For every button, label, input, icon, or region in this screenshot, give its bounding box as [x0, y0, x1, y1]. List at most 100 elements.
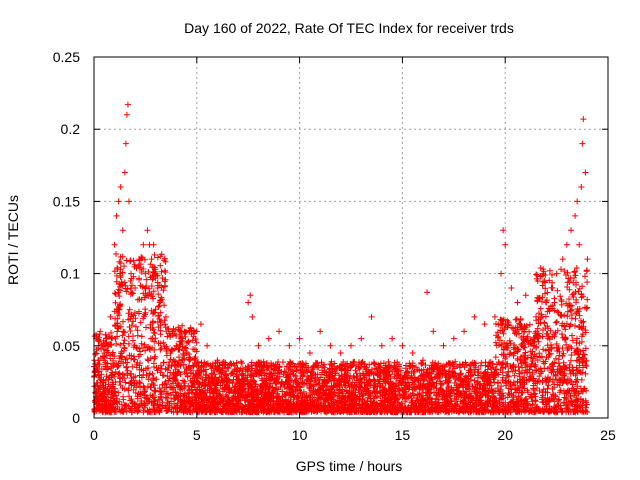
data-point-0-24 — [148, 256, 155, 263]
data-point-0-51 — [337, 350, 344, 357]
data-point-0-49 — [317, 328, 324, 335]
x-axis-ticks: 0 5 10 15 20 25 — [90, 57, 616, 443]
plot-frame — [93, 56, 609, 419]
data-point-0-1 — [95, 357, 102, 364]
data-point-0-69 — [500, 227, 507, 234]
data-point-0-12 — [121, 169, 128, 176]
data-point-0-2 — [97, 328, 104, 335]
data-point-0-76 — [549, 285, 556, 292]
data-point-0-83 — [576, 241, 583, 248]
data-point-0-60 — [424, 289, 431, 296]
data-point-0-41 — [247, 292, 254, 299]
data-point-0-28 — [156, 299, 163, 306]
x-tick-label-1: 5 — [193, 427, 201, 443]
data-point-0-71 — [508, 285, 515, 292]
x-tick-label-5: 25 — [600, 427, 616, 443]
y-tick-label-0: 0 — [72, 410, 80, 426]
data-point-0-70 — [502, 241, 509, 248]
y-tick-label-5: 0.25 — [53, 49, 80, 65]
x-tick-label-4: 20 — [497, 427, 513, 443]
chart-title: Day 160 of 2022, Rate Of TEC Index for r… — [184, 20, 514, 36]
data-point-0-21 — [142, 270, 149, 277]
data-point-0-8 — [113, 212, 120, 219]
data-point-0-22 — [144, 227, 151, 234]
data-point-0-9 — [115, 198, 122, 205]
data-point-0-6 — [107, 313, 114, 320]
data-point-0-45 — [276, 328, 283, 335]
data-point-0-35 — [197, 321, 204, 328]
data-point-0-47 — [296, 335, 303, 342]
data-points — [93, 101, 591, 378]
data-point-0-52 — [348, 342, 354, 349]
data-point-0-82 — [574, 198, 581, 205]
data-point-0-36 — [204, 342, 211, 349]
data-point-0-19 — [136, 256, 143, 263]
y-tick-label-3: 0.15 — [53, 193, 80, 209]
background-scatter-cloud — [91, 251, 591, 416]
data-point-0-20 — [140, 241, 147, 248]
data-point-0-58 — [409, 350, 416, 357]
data-point-0-31 — [173, 342, 180, 349]
data-point-0-13 — [122, 140, 129, 147]
data-point-0-14 — [123, 111, 130, 118]
data-point-0-3 — [99, 342, 106, 349]
data-point-0-78 — [559, 256, 566, 263]
data-point-0-17 — [128, 270, 135, 277]
data-point-0-81 — [572, 212, 579, 219]
data-point-0-79 — [563, 241, 570, 248]
y-tick-label-4: 0.2 — [61, 121, 81, 137]
data-point-0-74 — [533, 313, 540, 320]
data-point-0-27 — [154, 285, 161, 292]
data-point-0-67 — [491, 313, 498, 320]
data-point-0-39 — [234, 371, 241, 378]
data-point-0-72 — [514, 299, 521, 306]
data-point-0-73 — [522, 292, 529, 299]
data-point-0-61 — [430, 328, 437, 335]
data-point-0-37 — [214, 357, 221, 364]
y-tick-label-1: 0.05 — [53, 338, 80, 354]
data-point-0-77 — [553, 270, 560, 277]
data-point-0-86 — [580, 116, 587, 123]
data-point-0-59 — [419, 357, 426, 364]
data-point-0-56 — [389, 335, 396, 342]
x-axis-label: GPS time / hours — [296, 458, 403, 474]
data-point-0-62 — [440, 342, 447, 349]
data-point-0-16 — [125, 198, 132, 205]
y-axis-ticks: 0 0.05 0.1 0.15 0.2 0.25 — [53, 49, 608, 426]
data-point-0-64 — [461, 328, 468, 335]
data-point-0-18 — [132, 285, 139, 292]
x-tick-label-3: 15 — [395, 427, 411, 443]
data-point-0-34 — [193, 328, 200, 335]
data-point-0-80 — [567, 227, 574, 234]
data-point-0-57 — [399, 342, 406, 349]
data-point-0-54 — [368, 313, 375, 320]
scatter-cloud-markers — [91, 251, 591, 416]
grid-lines — [94, 57, 608, 418]
data-point-0-40 — [245, 299, 252, 306]
data-point-0-15 — [124, 101, 131, 108]
data-point-0-43 — [255, 342, 262, 349]
data-point-0-5 — [103, 335, 110, 342]
data-point-0-7 — [111, 241, 118, 248]
data-point-0-29 — [162, 313, 169, 320]
data-point-0-87 — [582, 169, 589, 176]
data-point-0-44 — [265, 335, 272, 342]
data-point-0-10 — [117, 183, 124, 190]
y-tick-label-2: 0.1 — [61, 266, 81, 282]
data-point-0-75 — [543, 299, 550, 306]
data-point-0-85 — [579, 140, 586, 147]
data-point-0-63 — [450, 335, 457, 342]
data-point-0-30 — [169, 328, 176, 335]
data-point-0-26 — [152, 270, 159, 277]
data-point-0-32 — [179, 357, 186, 364]
data-point-0-50 — [327, 342, 334, 349]
data-point-0-55 — [378, 342, 385, 349]
x-tick-label-0: 0 — [90, 427, 98, 443]
data-point-0-38 — [224, 364, 231, 371]
data-point-0-53 — [358, 335, 365, 342]
data-point-0-46 — [286, 342, 293, 349]
data-point-0-4 — [101, 350, 108, 357]
x-tick-label-2: 10 — [292, 427, 308, 443]
data-point-0-48 — [306, 350, 313, 357]
